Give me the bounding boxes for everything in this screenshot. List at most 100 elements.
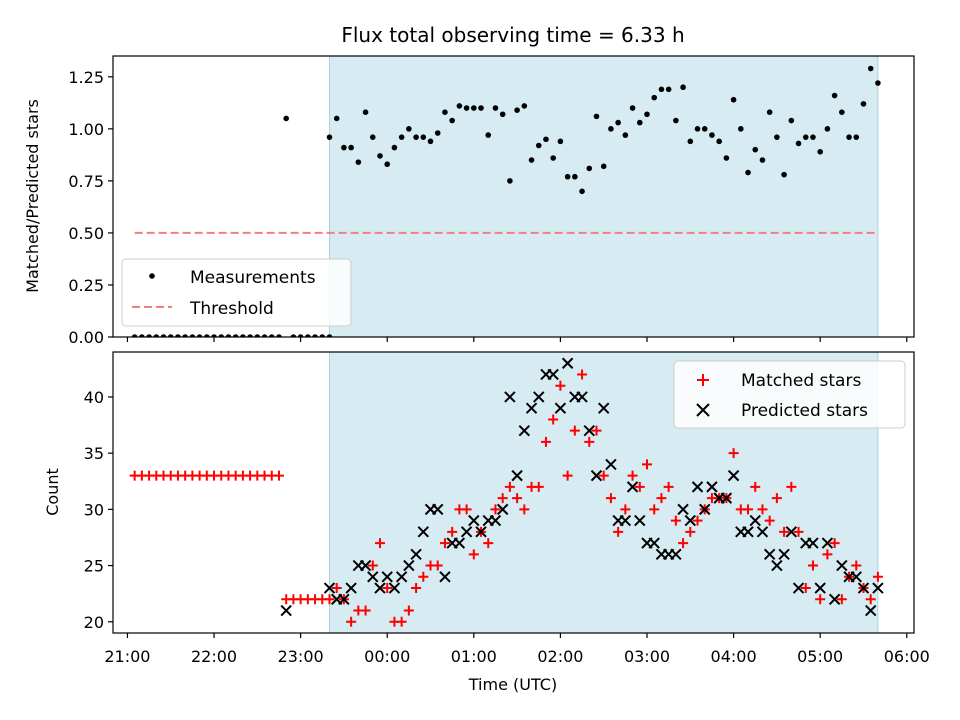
predicted-stars-point — [691, 481, 704, 493]
counts-panel: 20 25 30 35 40 21:00 22:00 23:00 00:00 01:00 02:00… — [84, 351, 930, 666]
measurement-point — [709, 132, 715, 138]
matched-stars-point — [865, 594, 876, 605]
predicted-stars-point — [857, 582, 870, 594]
measurement-point — [406, 126, 412, 132]
matched-stars-point — [743, 504, 754, 515]
predicted-stars-point — [489, 514, 502, 527]
measurement-point — [247, 334, 253, 337]
measurement-point — [766, 109, 773, 115]
matched-stars-point — [533, 481, 544, 492]
predicted-stars-point — [684, 514, 697, 527]
measurement-point — [348, 144, 354, 151]
y-tick-label: 0.75 — [68, 172, 104, 191]
matched-stars-point — [598, 470, 609, 481]
y-tick-label: 35 — [84, 444, 104, 463]
matched-stars-point — [497, 493, 508, 504]
measurement-point — [673, 117, 679, 124]
measurement-point — [593, 113, 600, 120]
measurement-point — [557, 138, 564, 145]
matched-stars-point — [555, 380, 566, 391]
measurement-point — [456, 103, 463, 109]
matched-stars-point — [540, 436, 551, 447]
measurement-point — [586, 165, 593, 172]
matched-stars-point — [403, 605, 414, 616]
x-tick-label: 00:00 — [364, 647, 410, 666]
predicted-stars-point — [619, 514, 632, 527]
predicted-stars-point — [583, 424, 595, 437]
matched-stars-point — [439, 538, 450, 549]
matched-stars-point — [432, 560, 443, 571]
legend-matched-marker — [697, 374, 709, 386]
measurement-point — [362, 109, 369, 115]
measurement-point — [651, 94, 658, 101]
measurement-point — [261, 334, 268, 337]
measurement-point — [543, 136, 549, 143]
legend-measurements-label: Measurements — [190, 268, 316, 288]
predicted-stars-point — [395, 571, 408, 583]
matched-stars-point — [504, 481, 515, 492]
predicted-stars-point — [706, 481, 718, 493]
measurement-point — [139, 334, 145, 337]
predicted-stars-point — [720, 492, 733, 504]
y-tick-label: 40 — [84, 388, 104, 407]
legend-predicted-label: Predicted stars — [741, 401, 868, 421]
legend-matched-label: Matched stars — [741, 371, 861, 391]
y-tick-label: 1.25 — [68, 68, 104, 87]
measurement-point — [283, 115, 289, 122]
measurement-point — [600, 163, 607, 170]
measurement-point — [860, 101, 867, 107]
measurement-point — [658, 86, 665, 93]
measurement-point — [795, 140, 802, 147]
matched-stars-point — [331, 583, 342, 594]
measurement-point — [492, 105, 499, 111]
measurement-point — [326, 134, 333, 140]
predicted-stars-point — [496, 503, 509, 516]
predicted-stars-point — [814, 582, 826, 594]
measurement-point — [528, 157, 535, 163]
x-tick-label: 02:00 — [537, 647, 583, 666]
predicted-stars-point — [345, 582, 357, 594]
measurement-point — [701, 126, 708, 132]
measurement-point — [427, 138, 434, 145]
matched-stars-point — [490, 504, 501, 515]
predicted-stars-point — [597, 402, 610, 414]
predicted-stars-point — [475, 526, 487, 538]
matched-stars-point — [634, 481, 645, 492]
measurement-point — [853, 134, 860, 140]
matched-stars-point — [836, 594, 847, 605]
bottom-y-axis-label: Count — [43, 468, 62, 516]
predicted-stars-point — [807, 537, 819, 549]
predicted-stars-point — [410, 548, 422, 561]
predicted-stars-point — [872, 582, 884, 594]
x-tick-label: 01:00 — [451, 647, 497, 666]
matched-stars-point — [670, 515, 681, 526]
predicted-stars-point — [648, 537, 660, 549]
measurement-point — [831, 92, 838, 99]
measurement-point — [694, 126, 701, 132]
predicted-stars-point — [836, 559, 848, 572]
measurement-point — [146, 334, 152, 337]
measurement-point — [824, 126, 831, 132]
measurement-point — [550, 155, 556, 161]
predicted-stars-point — [533, 391, 545, 403]
predicted-stars-point — [374, 582, 386, 594]
matched-stars-point — [360, 605, 371, 616]
measurement-point — [499, 111, 506, 118]
matched-stars-point — [851, 560, 862, 571]
matched-stars-point — [620, 504, 631, 515]
matched-stars-point — [584, 436, 595, 447]
matched-stars-point — [591, 425, 602, 436]
measurement-point — [355, 159, 362, 165]
predicted-stars-point — [677, 503, 689, 516]
measurement-point — [608, 126, 614, 132]
predicted-stars-point — [525, 402, 538, 414]
measurement-point — [867, 65, 874, 72]
predicted-stars-point — [367, 571, 379, 583]
matched-stars-point — [461, 504, 472, 515]
matched-stars-point — [728, 448, 739, 459]
measurement-point — [615, 119, 621, 126]
legend: Matched stars Predicted stars — [673, 360, 906, 429]
predicted-stars-point — [403, 559, 415, 572]
matched-stars-point — [605, 493, 616, 504]
measurement-point — [629, 105, 636, 111]
